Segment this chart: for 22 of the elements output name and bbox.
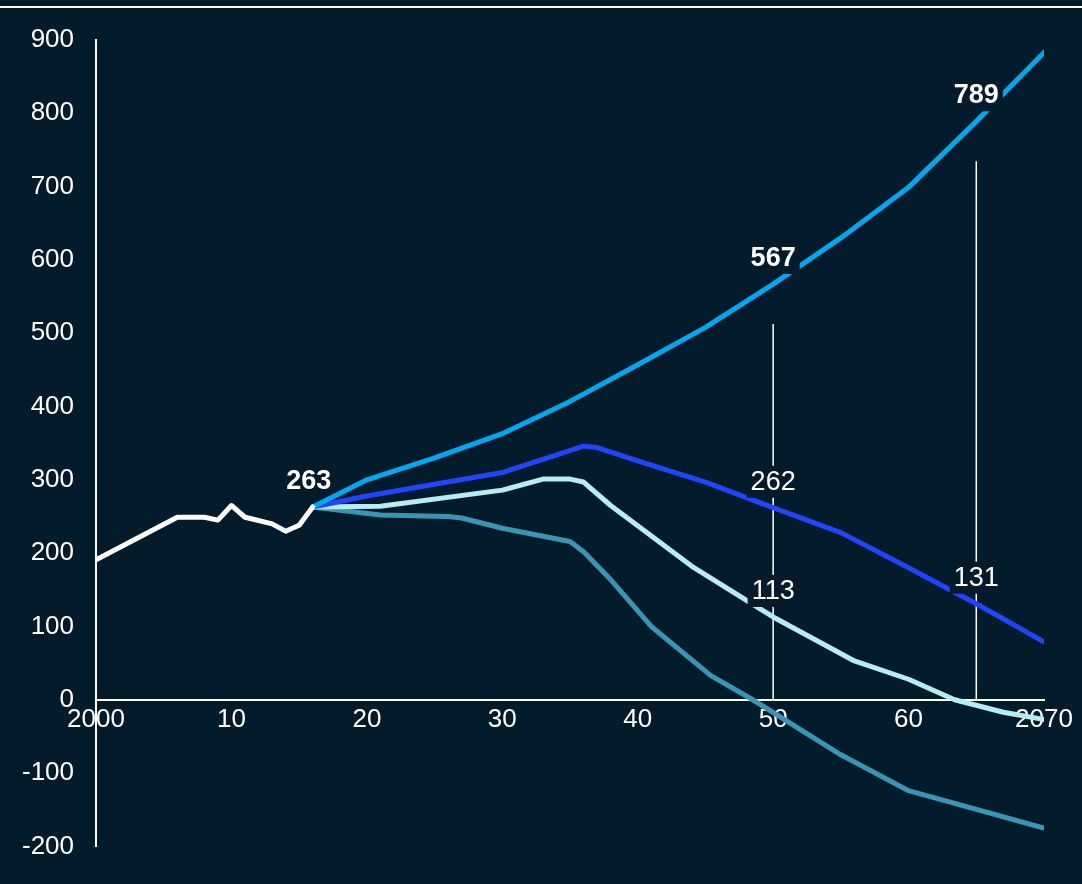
y-tick-label: 300 — [30, 463, 75, 494]
annotation: 131 — [953, 561, 999, 592]
annotation: 262 — [750, 465, 796, 496]
x-tick-label: 40 — [623, 702, 653, 733]
y-tick-label: -100 — [21, 756, 75, 787]
annotation: 113 — [751, 574, 795, 605]
y-tick-label: 500 — [30, 316, 75, 347]
y-tick-label: 100 — [30, 609, 75, 640]
annotation: 263 — [286, 464, 332, 495]
x-tick-label: 30 — [487, 702, 517, 733]
y-tick-label: 600 — [30, 243, 75, 274]
x-tick-label: 20 — [352, 702, 382, 733]
y-tick-label: -200 — [21, 829, 75, 860]
y-tick-label: 800 — [30, 96, 75, 127]
y-tick-label: 700 — [30, 169, 75, 200]
y-tick-label: 200 — [30, 536, 75, 567]
x-tick-label: 60 — [894, 702, 924, 733]
annotation: 567 — [750, 242, 796, 273]
y-tick-label: 900 — [30, 23, 75, 54]
x-tick-label: 10 — [217, 702, 246, 733]
y-tick-label: 400 — [30, 389, 75, 420]
annotation: 789 — [953, 79, 999, 110]
